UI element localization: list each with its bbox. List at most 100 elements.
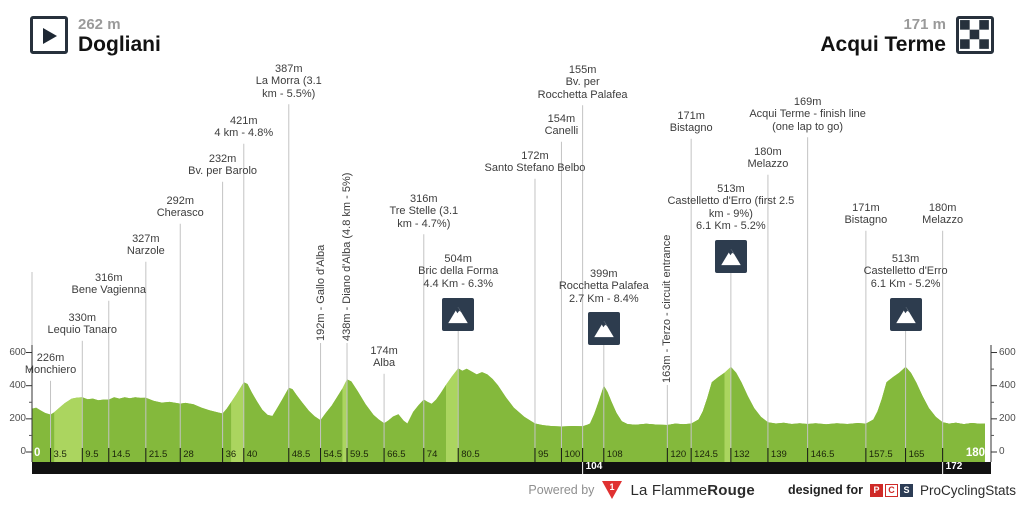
waypoint-label: 399m Rocchetta Palafea 2.7 Km - 8.4% xyxy=(559,268,649,305)
waypoint-label-line: Alba xyxy=(373,357,396,370)
x-tick-label: 120 xyxy=(670,449,687,460)
descent-segment xyxy=(905,366,985,462)
waypoint-label: 513m Castelletto d'Erro 6.1 Km - 5.2% xyxy=(864,253,948,290)
waypoint-label-line: Cherasco xyxy=(156,207,204,220)
kom-mountain-icon xyxy=(889,298,922,331)
waypoint-label: 172m Santo Stefano Belbo xyxy=(485,150,586,175)
waypoint-label-line: 6.1 Km - 5.2% xyxy=(870,277,941,290)
x-tick-label: 157.5 xyxy=(868,449,893,460)
pcs-letter-c: C xyxy=(884,483,898,497)
waypoint-label: 180m Melazzo xyxy=(747,146,788,171)
x-tick-label: 21.5 xyxy=(148,449,168,460)
footer: Powered by 1 La FlammeRouge designed for… xyxy=(430,477,1016,503)
waypoint-label-line: 292m xyxy=(166,195,194,207)
waypoint-label-line: 4.4 Km - 6.3% xyxy=(423,277,494,290)
waypoint-label: 316m Bene Vagienna xyxy=(72,272,146,297)
kom-mountain-icon xyxy=(714,240,747,273)
waypoint-label-line: 399m xyxy=(590,268,618,280)
waypoint-label-line: Rocchetta Palafea xyxy=(537,88,628,101)
waypoint-label-line: Melazzo xyxy=(922,214,964,227)
waypoint-label-line: 316m xyxy=(410,193,438,205)
waypoint-label-line: (one lap to go) xyxy=(772,120,844,133)
waypoint-label: 232m Bv. per Barolo xyxy=(188,153,257,178)
waypoint-label: 155m Bv. per Rocchetta Palafea xyxy=(538,64,628,101)
bar-marker-label: 104 xyxy=(585,461,603,472)
x-tick-label: 54.5 xyxy=(323,449,343,460)
waypoint-label-line: 327m xyxy=(132,233,160,245)
waypoint-label-line: Narzole xyxy=(126,245,165,258)
waypoint-label-line: 171m xyxy=(677,110,705,122)
x-tick-label: 9.5 xyxy=(85,449,99,460)
mountain-glyph-icon xyxy=(721,248,741,265)
km-bar xyxy=(32,462,991,474)
climb-segment xyxy=(54,397,83,462)
waypoint-label-line: 330m xyxy=(68,312,97,324)
waypoint-label: 174m Alba xyxy=(370,345,398,370)
waypoint-label-line: Bv. per xyxy=(565,76,600,89)
finish-text: 171 m Acqui Terme xyxy=(820,16,946,56)
waypoint-label-line: 316m xyxy=(94,272,123,284)
y-axis-label-left: 200 xyxy=(9,412,26,424)
x-tick-label: 59.5 xyxy=(350,449,369,460)
x-tick-label: 165 xyxy=(908,449,925,460)
waypoint-label-line: 226m xyxy=(36,352,65,364)
mountain-glyph-icon xyxy=(448,306,468,323)
x-tick-label: 3.5 xyxy=(53,449,67,460)
waypoint-label: 330m Lequio Tanaro xyxy=(48,312,118,337)
waypoint-label-line: 174m xyxy=(370,345,398,357)
waypoint-label-line: Bistagno xyxy=(844,214,888,227)
waypoint-label-line: 421m xyxy=(230,115,258,127)
waypoint-label-line: Bric della Forma xyxy=(418,265,499,278)
brand-la-flamme-rouge: La FlammeRouge xyxy=(630,482,755,499)
y-axis-label-right: 0 xyxy=(999,446,1005,457)
pcs-letter-p: P xyxy=(869,483,883,497)
waypoint-label: 513m Castelletto d'Erro (first 2.5 km - 9%… xyxy=(667,183,794,233)
waypoint-label-line: Lequio Tanaro xyxy=(47,324,118,337)
x-tick-label: 100 xyxy=(564,449,581,460)
waypoint-label-line: Bene Vagienna xyxy=(71,284,146,297)
waypoint-label-line: 172m xyxy=(521,150,549,162)
pcs-logo-icon: P C S xyxy=(869,483,913,497)
brand-bold: Rouge xyxy=(707,481,755,499)
x-tick-label: 36 xyxy=(225,449,237,460)
x-tick-label: 146.5 xyxy=(810,449,835,460)
descent-segment xyxy=(423,399,436,462)
x-tick-label: 139 xyxy=(770,449,787,460)
waypoint-label-line: Bistagno xyxy=(669,122,713,135)
waypoint-label-line: Tre Stelle (3.1 xyxy=(389,205,459,218)
x-start-label: 0 xyxy=(34,447,41,459)
x-end-label: 180 xyxy=(965,447,985,459)
x-tick-label: 40 xyxy=(246,449,258,460)
waypoint-label-line: Melazzo xyxy=(747,158,789,171)
descent-segment xyxy=(288,387,343,462)
waypoint-label-line: 155m xyxy=(568,64,597,76)
waypoint-label-line: Bv. per Barolo xyxy=(188,165,258,178)
waypoint-label: 169m Acqui Terme - finish line (one lap to… xyxy=(749,96,866,133)
pcs-letter-s: S xyxy=(899,483,913,497)
play-triangle-icon xyxy=(43,28,57,44)
waypoint-label-line: 513m xyxy=(891,253,920,265)
waypoint-label: 171m Bistagno xyxy=(670,110,713,135)
waypoint-label-line: Santo Stefano Belbo xyxy=(484,162,586,175)
waypoint-label-line: 180m xyxy=(754,146,782,158)
waypoint-label-line: 513m xyxy=(717,183,745,195)
waypoint-label-rotated: 192m - Gallo d'Alba xyxy=(314,244,327,341)
y-axis-label-left: 600 xyxy=(9,346,26,358)
waypoint-label-line: 2.7 Km - 8.4% xyxy=(568,292,639,305)
start-text: 262 m Dogliani xyxy=(78,16,161,56)
designed-for-label: designed for xyxy=(787,483,863,497)
y-axis-label-right: 400 xyxy=(999,379,1016,391)
waypoint-label: 226m Monchiero xyxy=(25,352,76,377)
waypoint-label: 387m La Morra (3.1 km - 5.5%) xyxy=(256,63,322,100)
bar-marker-label: 172 xyxy=(945,461,963,472)
waypoint-label-line: Canelli xyxy=(544,125,579,138)
waypoint-label-line: 232m xyxy=(208,153,237,165)
waypoint-label-line: Rocchetta Palafea xyxy=(558,280,649,293)
header-finish: 171 m Acqui Terme xyxy=(820,16,994,56)
x-tick-label: 66.5 xyxy=(387,449,406,460)
waypoint-label-line: La Morra (3.1 xyxy=(255,75,322,88)
waypoint-label: 292m Cherasco xyxy=(157,195,204,220)
waypoint-label: 504m Bric della Forma 4.4 Km - 6.3% xyxy=(418,253,498,290)
waypoint-label-line: Monchiero xyxy=(24,364,77,377)
